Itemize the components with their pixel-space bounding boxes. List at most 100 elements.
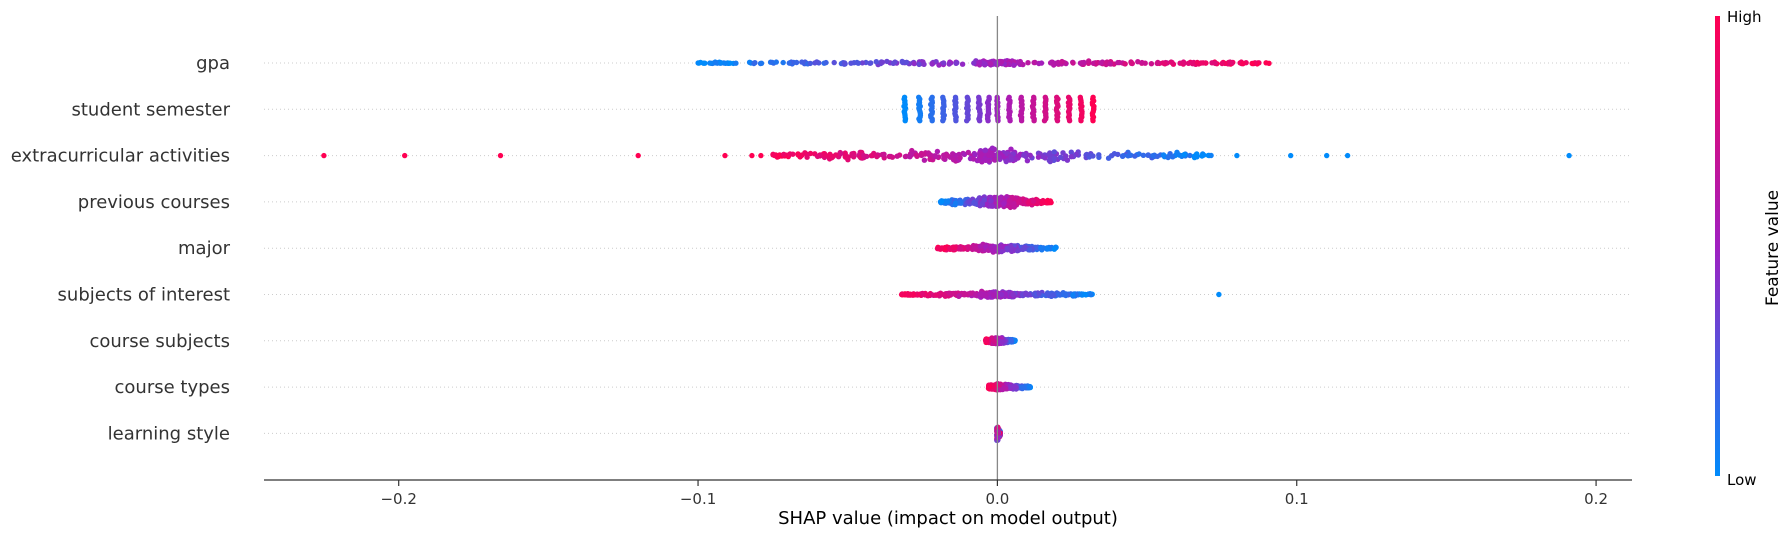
shap-point <box>959 61 966 67</box>
shap-point <box>946 290 952 296</box>
shap-point <box>1064 157 1071 163</box>
shap-point <box>1027 152 1033 158</box>
shap-point <box>802 150 808 156</box>
shap-point <box>848 60 854 66</box>
shap-point <box>1344 152 1351 159</box>
shap-point <box>850 152 856 159</box>
shap-point <box>940 60 947 66</box>
shap-point <box>1054 118 1061 124</box>
shap-point <box>1324 152 1330 159</box>
shap-point <box>1140 152 1147 158</box>
shap-point <box>1023 291 1029 297</box>
feature-label: extracurricular activities <box>11 146 230 167</box>
shap-point <box>1002 386 1008 392</box>
shap-point <box>908 292 914 298</box>
shap-point <box>1070 60 1076 66</box>
shap-point <box>989 145 996 151</box>
shap-point <box>985 118 991 124</box>
shap-point <box>981 197 987 203</box>
shap-point <box>917 118 923 124</box>
shap-point <box>1181 151 1188 158</box>
shap-point <box>978 151 985 158</box>
shap-point <box>1070 292 1076 298</box>
shap-point <box>908 151 914 157</box>
shap-point <box>964 118 970 124</box>
shap-point <box>937 290 944 296</box>
shap-point <box>1084 151 1090 158</box>
feature-points <box>937 194 1054 211</box>
shap-point <box>993 60 1000 66</box>
shap-point <box>868 60 874 66</box>
shap-point <box>799 59 805 65</box>
shap-point <box>933 292 939 298</box>
shap-point <box>1187 152 1193 159</box>
shap-point <box>1216 291 1222 298</box>
feature-labels: gpa student semester extracurricular activ… <box>11 53 231 444</box>
shap-point <box>1068 149 1075 155</box>
shap-point <box>911 60 917 67</box>
shap-point <box>992 157 998 163</box>
shap-point <box>927 156 933 162</box>
shap-point <box>780 59 786 66</box>
shap-point <box>1035 154 1042 160</box>
shap-point <box>902 118 908 124</box>
shap-point <box>916 61 922 68</box>
shap-point <box>873 59 879 65</box>
shap-point <box>1174 149 1180 155</box>
shap-point <box>635 152 641 159</box>
feature-points <box>695 58 1272 68</box>
shap-point <box>1125 153 1131 159</box>
shap-point <box>972 201 978 207</box>
shap-point <box>983 157 989 163</box>
shap-point <box>1098 60 1104 66</box>
shap-point <box>827 151 833 157</box>
shap-point <box>970 156 977 162</box>
shap-point <box>889 154 896 160</box>
shap-point <box>1129 60 1136 67</box>
shap-point <box>793 59 800 66</box>
feature-points <box>898 288 1222 300</box>
x-tick-label: −0.2 <box>380 490 416 508</box>
shap-point <box>1020 246 1026 253</box>
shap-point <box>938 245 944 251</box>
shap-point <box>1011 62 1017 68</box>
shap-point <box>749 152 755 159</box>
shap-point <box>1007 204 1014 211</box>
shap-point <box>823 59 829 66</box>
shap-point <box>1008 146 1014 152</box>
shap-point <box>1034 245 1040 251</box>
shap-point <box>814 59 820 65</box>
shap-point <box>1201 152 1207 158</box>
shap-point <box>918 152 924 158</box>
shap-point <box>934 148 941 155</box>
shap-point <box>1212 60 1218 66</box>
shap-point <box>899 291 905 297</box>
shap-point <box>986 383 992 389</box>
shap-point <box>822 152 828 158</box>
shap-point <box>769 59 776 66</box>
shap-point <box>1181 60 1187 66</box>
shap-point <box>776 153 782 160</box>
shap-point <box>868 153 875 159</box>
shap-point <box>950 157 957 163</box>
shap-point <box>929 61 935 67</box>
shap-point <box>1018 118 1025 124</box>
shap-point <box>697 59 704 66</box>
feature-points <box>901 94 1097 124</box>
shap-point <box>1039 199 1045 206</box>
x-tick-label: 0.0 <box>985 490 1009 508</box>
shap-point <box>1011 204 1017 210</box>
shap-point <box>998 248 1005 255</box>
shap-point <box>1148 61 1155 67</box>
shap-point <box>899 58 905 65</box>
shap-point <box>1012 384 1018 390</box>
shap-point <box>1208 152 1214 159</box>
shap-point <box>1165 154 1171 161</box>
shap-point <box>1007 118 1013 124</box>
shap-point <box>1051 149 1058 155</box>
shap-point <box>1026 198 1033 205</box>
shap-point <box>979 201 986 207</box>
shap-point <box>953 60 959 66</box>
shap-point <box>1027 247 1033 253</box>
shap-point <box>977 243 984 249</box>
